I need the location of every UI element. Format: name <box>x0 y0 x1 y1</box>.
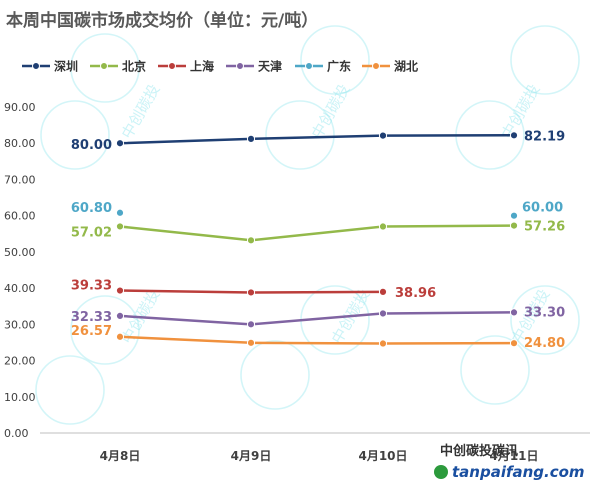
y-tick-label: 0.00 <box>4 427 29 440</box>
data-label: 57.02 <box>71 225 112 240</box>
data-label: 80.00 <box>71 138 112 153</box>
legend-label-3: 天津 <box>258 59 282 74</box>
watermark-circle <box>265 100 335 170</box>
data-label: 26.57 <box>71 324 112 339</box>
legend-marker-4 <box>305 62 313 70</box>
wechat-watermark: 中创碳投碳讯 <box>440 443 518 459</box>
y-tick-label: 30.00 <box>4 318 36 331</box>
watermark-circle <box>70 295 140 365</box>
watermark-circle <box>460 335 530 405</box>
data-point <box>378 309 388 318</box>
legend-label-1: 北京 <box>122 59 146 74</box>
chart-legend: 深圳 北京 上海 天津 广东 湖北 <box>22 59 418 74</box>
x-tick-label: 4月9日 <box>231 449 272 463</box>
x-tick-label: 4月11日 <box>489 449 538 463</box>
series-line-1 <box>119 224 515 242</box>
legend-marker-3 <box>236 62 244 70</box>
data-label: 60.80 <box>71 201 112 216</box>
data-label: 32.33 <box>71 310 112 325</box>
data-label: 57.26 <box>524 220 565 235</box>
data-label: 82.19 <box>524 129 565 144</box>
data-point <box>246 320 256 329</box>
data-point <box>246 134 256 143</box>
y-tick-label: 20.00 <box>4 355 36 368</box>
data-point <box>378 131 388 140</box>
legend-label-2: 上海 <box>190 59 214 74</box>
watermark-circle <box>35 355 105 425</box>
watermark-footer: 中创碳投碳讯 tanpaifang.com <box>434 443 585 481</box>
data-label: 24.80 <box>524 336 565 351</box>
y-tick-label: 10.00 <box>4 391 36 404</box>
watermark-circle <box>70 33 140 103</box>
chart-axes: 0.00 10.00 20.00 30.00 40.00 50.00 60.00 70.00 8… <box>4 101 590 463</box>
legend-label-5: 湖北 <box>394 59 418 74</box>
series-line-0 <box>119 134 515 145</box>
watermark-circle <box>300 25 370 95</box>
data-point <box>509 339 519 348</box>
data-point <box>115 311 125 320</box>
data-point <box>509 221 519 230</box>
x-tick-label: 4月8日 <box>100 449 141 463</box>
data-label: 39.33 <box>71 279 112 294</box>
data-label: 33.30 <box>524 305 565 320</box>
data-point <box>509 131 519 140</box>
data-point <box>246 338 256 347</box>
legend-marker-5 <box>372 62 380 70</box>
data-point <box>378 339 388 348</box>
data-point <box>246 288 256 297</box>
data-label: 38.96 <box>395 286 436 301</box>
y-tick-label: 70.00 <box>4 173 36 186</box>
data-label: 60.00 <box>522 201 563 216</box>
data-point <box>509 308 519 317</box>
watermark-text: 中创碳投 <box>118 81 164 142</box>
y-tick-label: 60.00 <box>4 210 36 223</box>
watermark-circle <box>40 100 110 170</box>
series-line-5 <box>119 335 515 345</box>
y-tick-label: 90.00 <box>4 101 36 114</box>
watermark-text: 中创碳投 <box>308 81 354 142</box>
y-tick-label: 80.00 <box>4 137 36 150</box>
data-point <box>378 287 388 296</box>
data-point <box>115 222 125 231</box>
data-point <box>115 208 125 217</box>
chart-series <box>115 131 519 348</box>
legend-label-4: 广东 <box>327 59 351 74</box>
y-tick-label: 40.00 <box>4 282 36 295</box>
data-point <box>246 236 256 245</box>
data-point <box>115 332 125 341</box>
data-labels: 80.00 82.19 57.02 57.26 39.33 38.96 32.33 33.30… <box>71 129 565 351</box>
watermark-circle <box>240 340 310 410</box>
series-line-3 <box>119 311 515 326</box>
x-tick-label: 4月10日 <box>358 449 407 463</box>
legend-marker-0 <box>32 62 40 70</box>
data-point <box>378 222 388 231</box>
watermark-circle <box>510 285 580 355</box>
legend-marker-2 <box>168 62 176 70</box>
data-point <box>115 139 125 148</box>
data-point <box>509 211 519 220</box>
legend-marker-1 <box>100 62 108 70</box>
site-watermark: tanpaifang.com <box>452 463 585 481</box>
site-logo-icon <box>434 465 448 479</box>
watermark-circle <box>510 25 580 95</box>
y-tick-label: 50.00 <box>4 246 36 259</box>
data-point <box>115 286 125 295</box>
legend-label-0: 深圳 <box>54 59 78 74</box>
chart-title: 本周中国碳市场成交均价（单位：元/吨） <box>6 11 319 31</box>
